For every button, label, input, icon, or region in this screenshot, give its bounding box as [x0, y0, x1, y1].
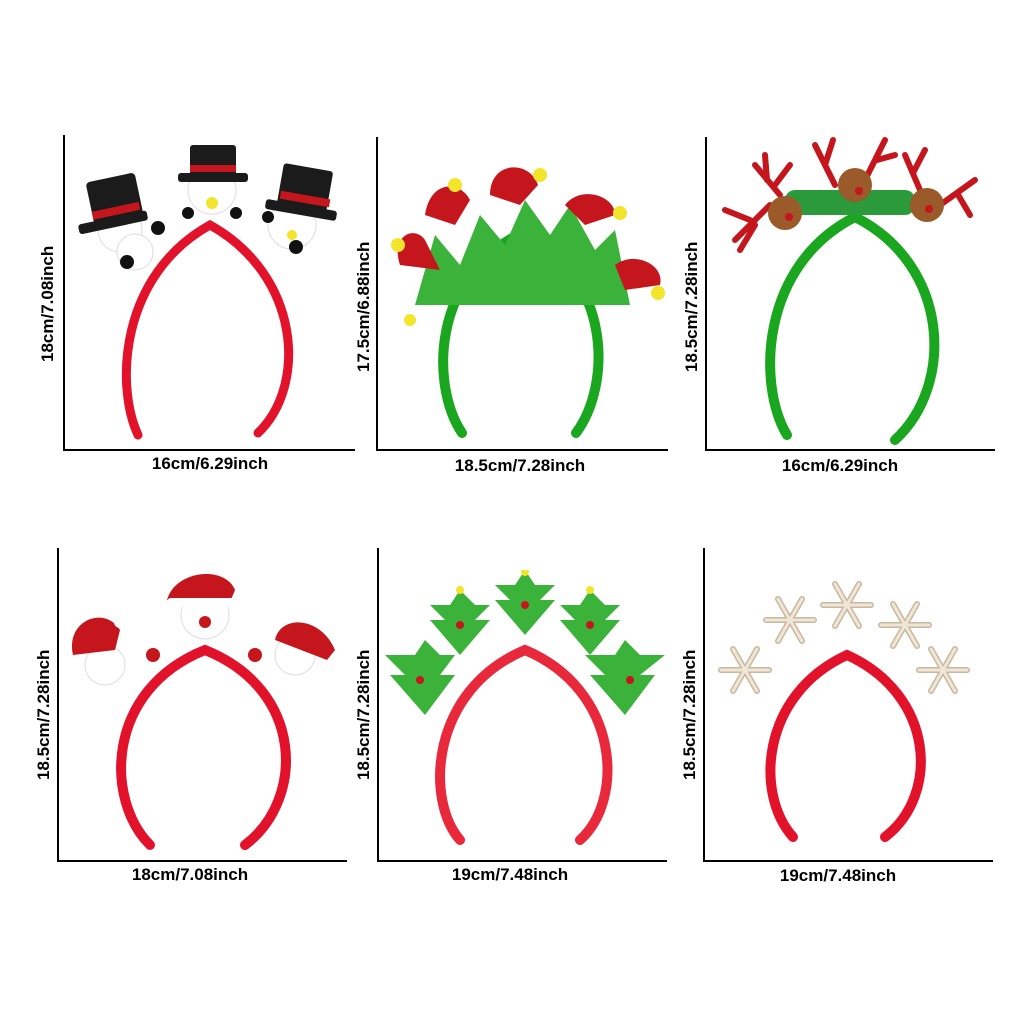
height-label: 18cm/7.08inch — [38, 245, 57, 362]
height-axis — [57, 548, 59, 862]
height-axis — [705, 137, 707, 451]
width-axis — [703, 860, 993, 862]
width-label: 18.5cm/7.28inch — [454, 456, 586, 475]
width-label: 16cm/6.29inch — [151, 454, 269, 473]
height-label: 18.5cm/7.28inch — [34, 649, 53, 780]
width-axis — [63, 449, 355, 451]
width-axis — [376, 449, 668, 451]
height-axis — [377, 548, 379, 862]
reindeer-headband-image — [722, 137, 978, 445]
width-axis — [57, 860, 347, 862]
width-axis — [705, 449, 995, 451]
height-axis — [376, 137, 378, 451]
height-axis — [703, 548, 705, 862]
santa-snowman-headband-image — [71, 573, 339, 850]
width-label: 19cm/7.48inch — [779, 866, 897, 885]
height-label: 18.5cm/7.28inch — [682, 241, 701, 372]
height-label: 18.5cm/7.28inch — [680, 649, 699, 780]
elf-hat-headband-image — [391, 167, 665, 438]
snowflake-headband-image — [718, 581, 970, 842]
width-axis — [377, 860, 667, 862]
height-axis — [63, 135, 65, 451]
width-label: 19cm/7.48inch — [451, 865, 569, 884]
width-label: 18cm/7.08inch — [131, 865, 249, 884]
height-label: 17.5cm/6.88inch — [354, 241, 373, 372]
snowman-headband-image — [78, 145, 337, 440]
height-label: 18.5cm/7.28inch — [354, 649, 373, 780]
christmas-tree-headband-image — [385, 570, 665, 845]
width-label: 16cm/6.29inch — [781, 456, 899, 475]
